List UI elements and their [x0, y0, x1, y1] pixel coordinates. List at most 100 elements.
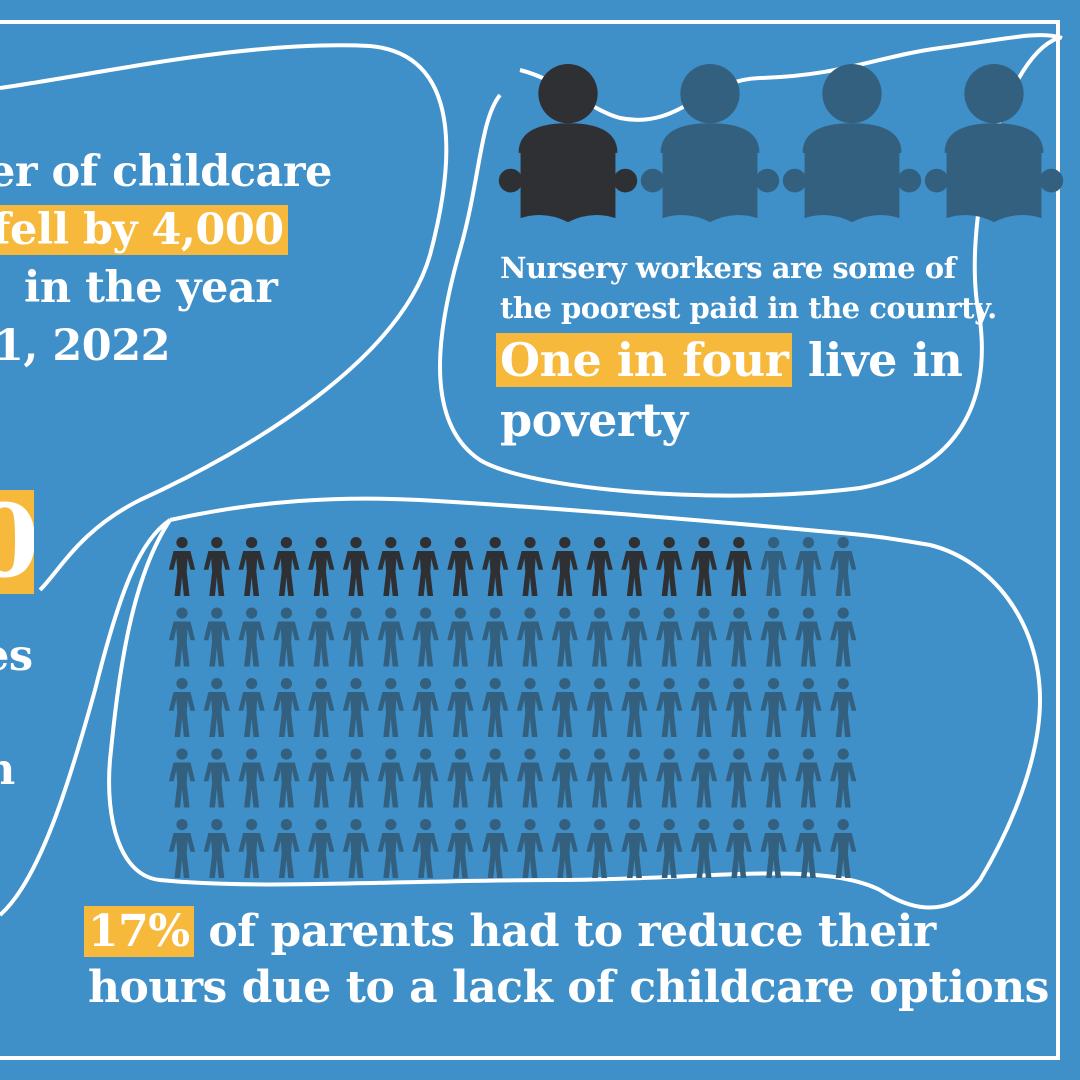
person-icon [621, 748, 648, 808]
person-icon [273, 818, 300, 878]
left-bottom-2: n [0, 740, 15, 800]
person-icon [412, 536, 439, 596]
person-icon [482, 677, 509, 737]
left-number-badge: 0 [0, 490, 34, 594]
person-icon [760, 748, 787, 808]
person-icon [621, 536, 648, 596]
person-icon [342, 818, 370, 878]
left-line-1: er of childcare [0, 147, 332, 197]
person-icon [830, 536, 857, 596]
person-icon [690, 748, 718, 808]
person-icon [621, 818, 648, 878]
person-icon [551, 536, 578, 596]
person-icon [377, 536, 404, 596]
person-icon [412, 818, 439, 878]
nursery-line-4: poverty [500, 393, 688, 447]
person-icon [238, 536, 265, 596]
person-icon [447, 536, 474, 596]
person-icon [238, 748, 265, 808]
person-icon [760, 536, 787, 596]
person-icon [412, 607, 439, 667]
person-icon [377, 818, 404, 878]
person-icon [377, 607, 404, 667]
person-icon [690, 818, 718, 878]
person-icon [342, 536, 370, 596]
parents-line-1-rest: of parents had to reduce their [208, 906, 936, 957]
person-icon [516, 748, 544, 808]
person-icon [725, 607, 752, 667]
person-icon [168, 748, 196, 808]
reader-icon [498, 63, 638, 223]
person-icon [795, 607, 822, 667]
parents-highlight: 17% [84, 906, 194, 957]
person-icon [342, 607, 370, 667]
person-icon [447, 818, 474, 878]
person-icon [203, 536, 230, 596]
person-icon [342, 677, 370, 737]
person-icon [273, 677, 300, 737]
person-icon [795, 748, 822, 808]
person-icon [203, 677, 230, 737]
person-icon [795, 818, 822, 878]
person-icon [168, 818, 196, 878]
person-icon [725, 536, 752, 596]
left-highlight: fell by 4,000 [0, 205, 288, 255]
person-icon [725, 748, 752, 808]
left-blob-outline [0, 43, 449, 917]
person-icon [447, 677, 474, 737]
nursery-line-2: the poorest paid in the counrty. [500, 291, 997, 325]
person-icon [516, 818, 544, 878]
person-icon [830, 748, 857, 808]
person-icon [551, 677, 578, 737]
parents-line-1: 17% of parents had to reduce their [84, 904, 936, 960]
person-icon [586, 607, 613, 667]
person-icon [412, 677, 439, 737]
person-icon [342, 748, 370, 808]
person-icon [482, 607, 509, 667]
person-icon [516, 536, 544, 596]
person-icon [377, 748, 404, 808]
parents-blob-outline [107, 496, 1043, 910]
person-icon [760, 677, 787, 737]
person-icon [168, 607, 196, 667]
nursery-line-3: One in four live in [496, 330, 963, 390]
person-icon [690, 536, 718, 596]
person-icon [621, 607, 648, 667]
person-icon [621, 677, 648, 737]
person-icon [830, 677, 857, 737]
person-icon [690, 607, 718, 667]
reader-icon [640, 63, 780, 223]
person-icon [551, 607, 578, 667]
frame-border [0, 20, 1060, 1060]
person-icon [760, 818, 787, 878]
person-icon [238, 818, 265, 878]
person-icon [830, 818, 857, 878]
person-icon [586, 536, 613, 596]
reader-icon [782, 63, 922, 223]
person-icon [482, 748, 509, 808]
people-icon-grid [168, 536, 857, 878]
person-icon [168, 677, 196, 737]
person-icon [238, 677, 265, 737]
nursery-blob-outline [438, 33, 1063, 498]
person-icon [586, 748, 613, 808]
person-icon [656, 536, 683, 596]
person-icon [656, 677, 683, 737]
person-icon [412, 748, 439, 808]
nursery-line-1: Nursery workers are some of [500, 251, 956, 285]
person-icon [760, 607, 787, 667]
left-line-2: fell by 4,000 [0, 200, 288, 260]
readers-icon-row [498, 63, 1064, 223]
person-icon [516, 607, 544, 667]
reader-icon [924, 63, 1064, 223]
person-icon [273, 536, 300, 596]
person-icon [551, 748, 578, 808]
person-icon [203, 818, 230, 878]
person-icon [656, 607, 683, 667]
left-line-4: 1, 2022 [0, 321, 171, 371]
person-icon [203, 607, 230, 667]
person-icon [516, 677, 544, 737]
person-icon [586, 677, 613, 737]
person-icon [377, 677, 404, 737]
